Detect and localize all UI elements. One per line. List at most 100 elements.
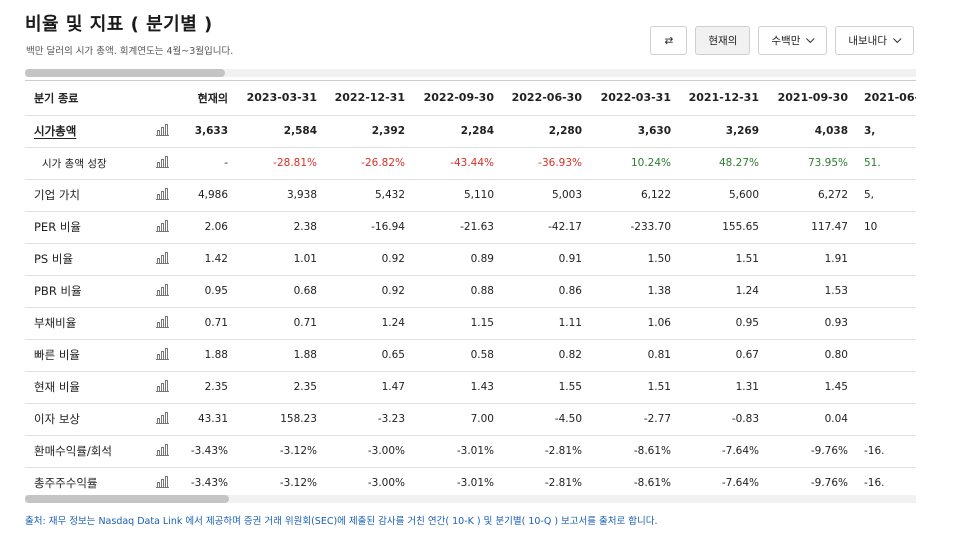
table-cell: 3,269 (679, 115, 767, 148)
units-dropdown[interactable]: 수백만 (758, 26, 828, 55)
scrollbar-thumb-top[interactable] (25, 69, 225, 77)
table-cell: 0.82 (502, 339, 590, 372)
units-dropdown-label: 수백만 (771, 35, 801, 47)
table-cell: 5,600 (679, 179, 767, 212)
table-cell (856, 243, 916, 276)
table-cell: 0.04 (767, 403, 856, 436)
table-cell: 73.95% (767, 147, 856, 180)
column-header-date: 2022-12-31 (325, 81, 413, 116)
table-header-row: 분기 종료 현재의 2023-03-31 2022-12-31 2022-09-30 2… (25, 81, 916, 116)
table-cell: 4,986 (179, 179, 236, 212)
table-row: PBR 비율 0.95 0.68 0.92 0.88 0.86 1.38 1.24 1.53 (25, 275, 916, 308)
bar-chart-icon[interactable] (155, 155, 169, 168)
table-cell: 2,284 (413, 115, 502, 148)
table-cell: 158.23 (236, 403, 325, 436)
table-cell: 5,110 (413, 179, 502, 212)
row-label-text: PBR 비율 (34, 284, 82, 298)
toolbar: ⇄ 현재의 수백만 내보내다 (650, 26, 914, 55)
bar-chart-icon[interactable] (155, 251, 169, 264)
bar-chart-icon[interactable] (155, 347, 169, 360)
row-label-text: 시가 총액 성장 (42, 157, 107, 170)
bar-chart-icon[interactable] (155, 283, 169, 296)
table-row: 시가총액 3,633 2,584 2,392 2,284 2,280 3,630 3,269 4… (25, 115, 916, 148)
table-cell: -3.43% (179, 467, 236, 494)
table-cell: 1.42 (179, 243, 236, 276)
row-label: PBR 비율 (25, 275, 145, 308)
table-row: 시가 총액 성장 - -28.81% -26.82% -43.44% -36.93% 10.… (25, 147, 916, 180)
table-row: PER 비율 2.06 2.38 -16.94 -21.63 -42.17 -233.70 1… (25, 211, 916, 244)
row-label-text: 빠른 비율 (34, 348, 80, 362)
column-header-period: 분기 종료 (25, 81, 145, 116)
row-label-text: PER 비율 (34, 220, 82, 234)
row-label: 이자 보상 (25, 403, 145, 436)
table-cell: -16. (856, 435, 916, 468)
table-cell: 3,633 (179, 115, 236, 148)
column-header-date: 2021-06-30 (856, 81, 916, 116)
export-dropdown[interactable]: 내보내다 (835, 26, 914, 55)
bar-chart-icon[interactable] (155, 219, 169, 232)
table-cell: 117.47 (767, 211, 856, 244)
table-cell: 0.95 (679, 307, 767, 340)
table-cell: 1.38 (590, 275, 679, 308)
current-button-label: 현재의 (708, 35, 738, 47)
bar-chart-icon[interactable] (155, 379, 169, 392)
table-cell (856, 275, 916, 308)
scrollbar-thumb-bottom[interactable] (25, 495, 229, 503)
scrollbar-track-bottom[interactable] (25, 495, 916, 503)
table-cell: 6,122 (590, 179, 679, 212)
table-cell (856, 339, 916, 372)
ratios-table: 분기 종료 현재의 2023-03-31 2022-12-31 2022-09-30 2… (25, 81, 916, 494)
table-row: 기업 가치 4,986 3,938 5,432 5,110 5,003 6,122 5,600… (25, 179, 916, 212)
table-cell: -2.81% (502, 435, 590, 468)
column-header-date: 2022-09-30 (413, 81, 502, 116)
table-cell: -9.76% (767, 467, 856, 494)
table-cell: 43.31 (179, 403, 236, 436)
table-body: 시가총액 3,633 2,584 2,392 2,284 2,280 3,630 3,269 4… (25, 115, 916, 494)
table-cell: 0.86 (502, 275, 590, 308)
source-footnote[interactable]: 출처: 재무 정보는 Nasdaq Data Link 에서 제공하며 증권 거… (25, 516, 658, 527)
table-cell: 1.91 (767, 243, 856, 276)
row-label: PS 비율 (25, 243, 145, 276)
table-cell: 0.58 (413, 339, 502, 372)
table-cell: 1.88 (179, 339, 236, 372)
bar-chart-icon[interactable] (155, 443, 169, 456)
bar-chart-icon[interactable] (155, 315, 169, 328)
bar-chart-icon[interactable] (155, 187, 169, 200)
table-cell: 1.51 (679, 243, 767, 276)
bar-chart-icon[interactable] (155, 475, 169, 488)
table-cell: 0.65 (325, 339, 413, 372)
table-cell: 1.24 (325, 307, 413, 340)
table-cell: 1.24 (679, 275, 767, 308)
row-label: 총주주수익률 (25, 467, 145, 494)
table-cell: -3.43% (179, 435, 236, 468)
row-label: 시가 총액 성장 (25, 147, 145, 180)
scrollbar-track-top[interactable] (25, 69, 916, 77)
table-cell: -7.64% (679, 435, 767, 468)
table-cell: 7.00 (413, 403, 502, 436)
bar-chart-icon[interactable] (155, 411, 169, 424)
column-header-date: 2022-06-30 (502, 81, 590, 116)
row-label: 환매수익률/회석 (25, 435, 145, 468)
row-chart-cell (145, 147, 179, 180)
table-cell: 0.67 (679, 339, 767, 372)
row-chart-cell (145, 243, 179, 276)
row-chart-cell (145, 179, 179, 212)
table-cell: 3,630 (590, 115, 679, 148)
table-cell (856, 307, 916, 340)
table-cell: 3, (856, 115, 916, 148)
table-row: 현재 비율 2.35 2.35 1.47 1.43 1.55 1.51 1.31 1.45 (25, 371, 916, 404)
swap-button[interactable]: ⇄ (650, 26, 688, 55)
table-cell: -9.76% (767, 435, 856, 468)
column-header-date: 2022-03-31 (590, 81, 679, 116)
table-cell: 1.51 (590, 371, 679, 404)
bar-chart-icon[interactable] (155, 123, 169, 136)
table-cell: 0.88 (413, 275, 502, 308)
table-cell: 0.91 (502, 243, 590, 276)
current-button[interactable]: 현재의 (695, 26, 751, 55)
page-title: 비율 및 지표 ( 분기별 ) (25, 14, 213, 35)
table-cell: 0.92 (325, 275, 413, 308)
table-cell: 2.35 (179, 371, 236, 404)
table-cell: 0.80 (767, 339, 856, 372)
table-cell: -3.23 (325, 403, 413, 436)
row-label: 현재 비율 (25, 371, 145, 404)
